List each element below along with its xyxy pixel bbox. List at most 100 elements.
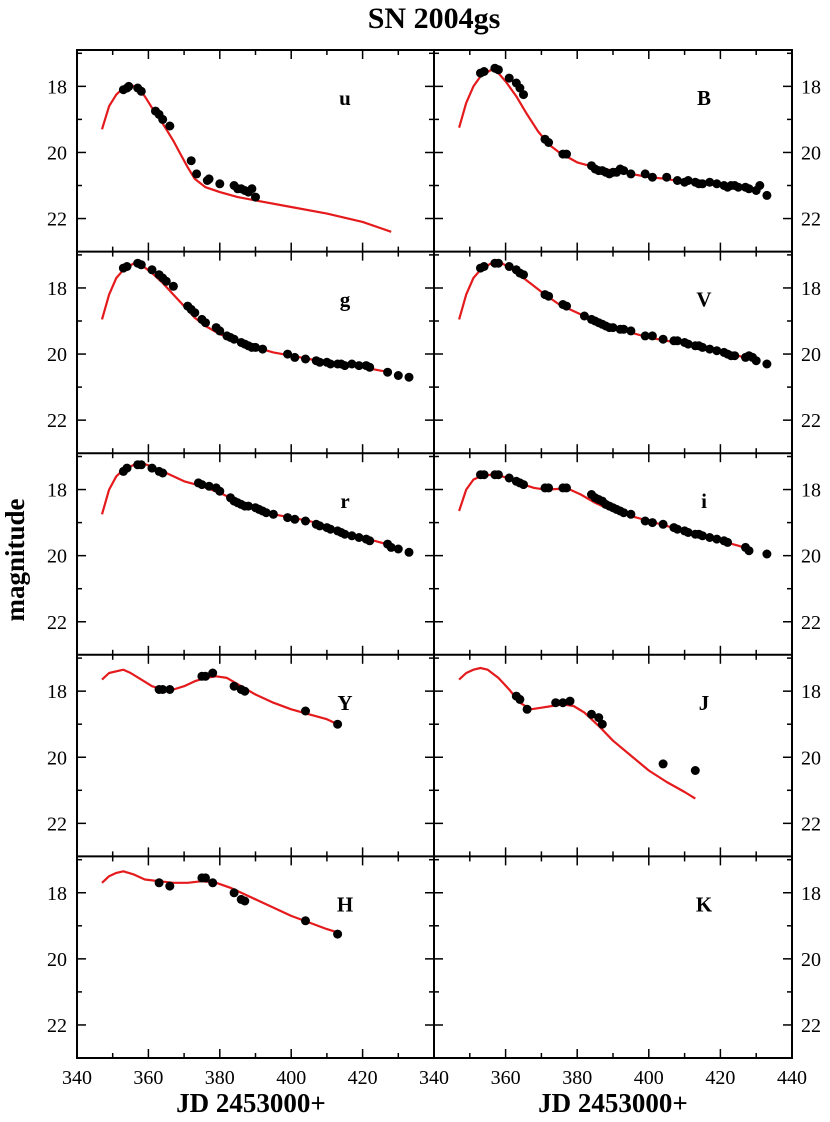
y-tick-label-right: 20 (801, 142, 821, 164)
data-point-g (301, 354, 310, 364)
data-point-Y (301, 706, 310, 716)
y-tick-label-right: 22 (801, 209, 821, 231)
data-point-Y (240, 686, 250, 696)
data-point-u (158, 114, 168, 124)
data-point-g (315, 357, 325, 367)
data-point-B (733, 182, 743, 192)
data-point-g (347, 359, 357, 369)
data-point-H (201, 873, 210, 883)
data-point-H (154, 878, 164, 888)
band-label-B: B (697, 86, 711, 110)
data-point-H (301, 916, 310, 926)
data-point-i (626, 509, 636, 519)
data-point-i (504, 473, 514, 483)
data-point-V (683, 339, 693, 349)
data-point-V (762, 359, 772, 369)
data-point-r (326, 524, 335, 534)
data-point-B (562, 149, 571, 159)
data-point-i (519, 480, 528, 490)
y-tick-label-left: 18 (47, 278, 67, 300)
y-tick-label-left: 22 (47, 1015, 67, 1037)
y-tick-label-left: 22 (47, 813, 67, 835)
data-point-i (705, 533, 715, 542)
data-point-g (215, 326, 225, 336)
y-tick-label-left: 20 (47, 344, 67, 366)
data-point-i (493, 470, 503, 480)
x-axis-label-left: JD 2453000+ (176, 1088, 326, 1118)
data-point-i (658, 519, 668, 529)
data-point-g (136, 260, 146, 270)
data-point-B (619, 166, 629, 176)
data-point-u (215, 179, 225, 189)
x-tick-label-right: 400 (634, 1067, 664, 1089)
data-point-i (619, 508, 629, 518)
y-tick-label-right: 18 (801, 883, 821, 905)
data-point-g (251, 342, 260, 352)
data-point-V (712, 346, 722, 356)
data-point-B (519, 90, 528, 100)
data-point-u (186, 156, 196, 166)
figure-title: SN 2004gs (368, 2, 501, 35)
data-point-r (261, 508, 271, 518)
data-point-i (479, 470, 489, 480)
y-tick-label-left: 20 (47, 747, 67, 769)
data-point-i (544, 483, 554, 493)
band-label-V: V (696, 288, 711, 312)
data-point-u (251, 192, 260, 202)
x-tick-label-left: 380 (205, 1067, 235, 1089)
data-point-r (268, 509, 278, 519)
data-point-g (404, 372, 414, 382)
x-tick-label-left: 340 (62, 1067, 92, 1089)
data-point-i (640, 516, 650, 526)
y-tick-label-right: 22 (801, 410, 821, 432)
band-label-Y: Y (337, 691, 352, 715)
data-point-g (365, 362, 375, 372)
y-tick-label-left: 18 (47, 76, 67, 98)
data-point-B (712, 179, 722, 189)
data-point-B (744, 184, 754, 194)
data-point-J (515, 694, 525, 704)
data-point-H (208, 878, 218, 888)
data-point-r (215, 486, 225, 496)
data-point-V (705, 344, 715, 354)
data-point-V (647, 331, 657, 341)
data-point-J (551, 698, 561, 708)
data-point-B (640, 169, 650, 179)
data-point-Y (158, 685, 168, 694)
x-tick-label-right: 340 (419, 1067, 449, 1089)
x-tick-label-right: 380 (562, 1067, 592, 1089)
y-tick-label-right: 18 (801, 278, 821, 300)
y-tick-label-right: 18 (801, 76, 821, 98)
data-point-B (672, 176, 682, 185)
data-point-V (730, 351, 740, 361)
data-point-g (201, 318, 210, 328)
data-point-J (522, 704, 532, 714)
data-point-g (229, 334, 239, 344)
x-tick-label-right: 360 (491, 1067, 521, 1089)
data-point-V (562, 301, 571, 311)
data-point-r (122, 463, 132, 473)
data-point-u (204, 174, 214, 184)
data-point-V (544, 291, 554, 301)
y-tick-label-right: 20 (801, 747, 821, 769)
data-point-V (751, 356, 761, 366)
model-curve-g (100, 262, 392, 374)
data-point-i (712, 534, 722, 544)
data-point-g (147, 265, 157, 275)
model-curve-Y (101, 668, 339, 726)
y-tick-label-right: 22 (801, 612, 821, 634)
data-point-H (333, 929, 343, 939)
data-point-r (404, 547, 414, 557)
data-point-g (168, 281, 178, 291)
data-point-B (479, 67, 489, 76)
data-point-J (565, 696, 575, 706)
data-point-u (192, 169, 202, 179)
x-tick-label-right: 440 (777, 1067, 807, 1089)
data-point-B (626, 169, 636, 179)
data-point-r (283, 513, 293, 523)
data-point-g (326, 359, 335, 369)
band-label-J: J (699, 691, 710, 715)
data-point-g (290, 352, 300, 362)
y-tick-label-left: 22 (47, 209, 67, 231)
